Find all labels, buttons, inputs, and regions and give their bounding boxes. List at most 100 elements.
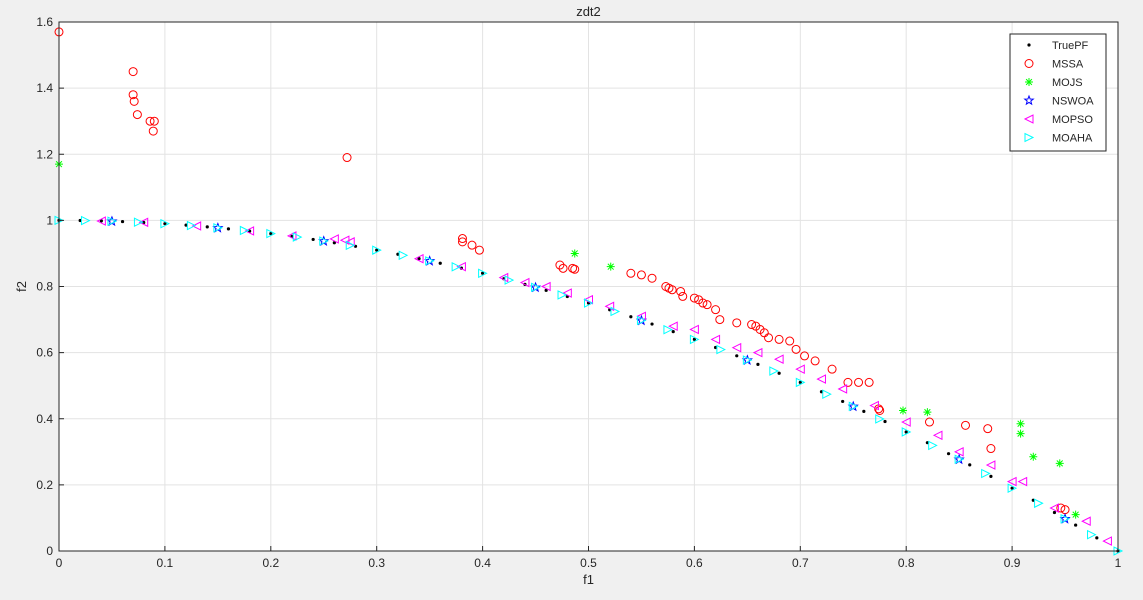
moaha-point (160, 218, 171, 229)
mssa-point (676, 286, 686, 296)
moaha-point (1087, 529, 1097, 540)
mopso-point (752, 347, 763, 358)
mojs-point (1055, 459, 1064, 468)
mopso-point (562, 288, 572, 298)
moaha-point (80, 215, 91, 226)
moaha-point (875, 414, 885, 424)
moaha-point (425, 256, 435, 266)
truepf-point (375, 248, 379, 252)
series-mopso (96, 216, 1112, 546)
mssa-point (457, 234, 467, 244)
mssa-point (875, 405, 885, 415)
mssa-point (636, 270, 646, 280)
mopso-point (1049, 503, 1059, 513)
truepf-point (968, 463, 972, 467)
truepf-point (1095, 536, 1099, 540)
mssa-point (132, 110, 142, 120)
mopso-point (604, 301, 615, 312)
y-axis-label: f2 (14, 281, 29, 292)
mssa-point (843, 377, 853, 387)
mopso-point (985, 460, 996, 470)
mopso-point (795, 364, 805, 374)
legend-marker (1024, 132, 1035, 143)
moaha-point (557, 290, 568, 300)
x-tick-label: 0.3 (368, 556, 385, 570)
mssa-point (678, 291, 688, 301)
mssa-point (711, 305, 721, 315)
legend-label: TruePF (1052, 40, 1089, 52)
legend-entry-truepf: TruePF (1027, 40, 1089, 52)
truepf-point (120, 219, 125, 224)
tick-layer: 0 0.1 0.2 0.3 0.4 0.5 0.6 0.7 0.8 0.9 1 0 0.2 0.4 0.6 0… (36, 15, 1121, 570)
y-tick-label: 0.2 (36, 478, 53, 492)
x-tick-label: 1 (1115, 556, 1122, 570)
moaha-point (239, 225, 250, 236)
mssa-point (698, 298, 708, 308)
x-tick-label: 0.2 (262, 556, 279, 570)
mssa-point (467, 240, 477, 250)
y-tick-label: 1.6 (36, 15, 53, 29)
mopso-point (901, 417, 911, 427)
mssa-point (961, 420, 971, 430)
legend-label: MOPSO (1052, 114, 1093, 126)
mojs-point (1016, 429, 1025, 438)
moaha-point (531, 282, 541, 293)
moaha-point (848, 401, 859, 412)
truepf-point (862, 409, 866, 413)
truepf-point (226, 227, 231, 231)
moaha-point (398, 250, 409, 261)
legend-marker (1027, 43, 1031, 47)
mssa-point (747, 320, 757, 330)
mopso-point (869, 400, 879, 411)
mopso-point (710, 334, 721, 345)
legend-label: MOAHA (1052, 133, 1093, 145)
mojs-point (1016, 419, 1025, 428)
moaha-point (133, 217, 144, 228)
truepf-point (163, 222, 167, 226)
y-tick-label: 0 (46, 544, 53, 558)
mssa-point (667, 285, 677, 295)
moaha-point (504, 275, 515, 285)
moaha-point (928, 440, 938, 451)
moaha-point (954, 454, 965, 465)
mopso-point (1017, 476, 1028, 487)
mopso-point (689, 324, 699, 335)
legend-label: MSSA (1052, 59, 1084, 71)
moaha-point (742, 355, 753, 365)
mssa-point (342, 153, 352, 163)
y-tick-label: 1.2 (36, 147, 53, 161)
truepf-point (629, 315, 633, 319)
truepf-point (650, 322, 654, 326)
moaha-point (266, 228, 276, 239)
moaha-point (1007, 483, 1018, 493)
mssa-point (785, 336, 795, 346)
mojs-point (1029, 452, 1038, 461)
y-tick-label: 0.4 (36, 412, 53, 426)
mssa-point (732, 318, 742, 328)
mssa-point (689, 293, 699, 303)
mopso-point (456, 261, 466, 272)
mssa-point (129, 96, 139, 106)
truepf-point (798, 380, 802, 384)
truepf-point (904, 430, 908, 434)
x-tick-label: 0.4 (474, 556, 491, 570)
mssa-point (924, 417, 934, 427)
mopso-point (1102, 536, 1112, 546)
mopso-point (837, 384, 848, 394)
legend-entry-mopso: MOPSO (1023, 114, 1093, 126)
mssa-point (800, 351, 810, 361)
moaha-point (1060, 513, 1071, 524)
truepf-point (544, 288, 548, 292)
moaha-point (213, 223, 223, 233)
mssa-point (983, 424, 993, 434)
x-tick-label: 0.5 (580, 556, 597, 570)
truepf-point (735, 354, 739, 358)
moaha-point (292, 232, 303, 242)
moaha-point (1034, 498, 1044, 509)
moaha-point (345, 240, 356, 251)
moaha-point (478, 268, 488, 279)
mssa-point (774, 334, 784, 344)
mojs-point (899, 406, 908, 415)
moaha-point (901, 427, 912, 437)
